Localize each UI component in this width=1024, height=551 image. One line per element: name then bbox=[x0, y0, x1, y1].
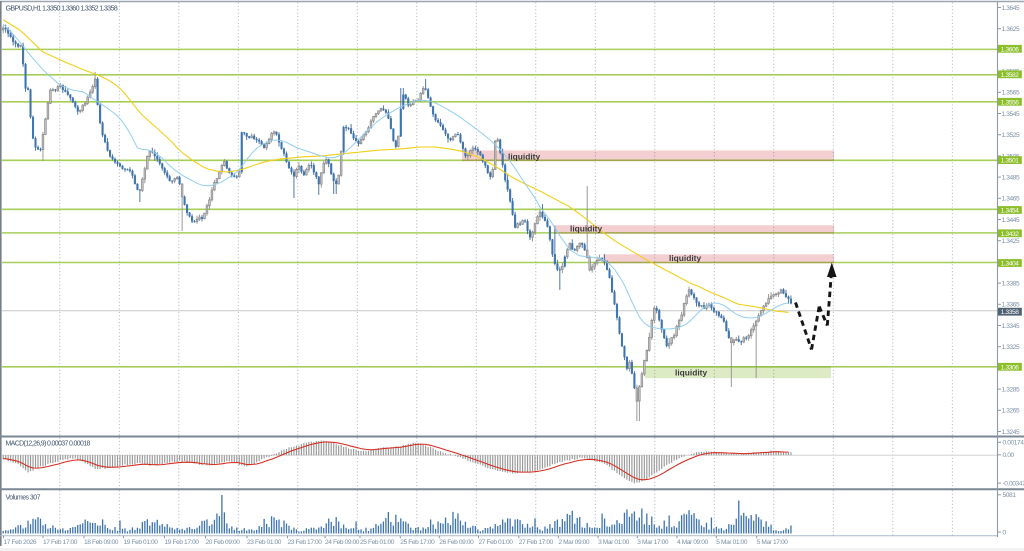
svg-text:19 Feb 01:00: 19 Feb 01:00 bbox=[124, 539, 159, 546]
svg-text:1.3404: 1.3404 bbox=[1001, 261, 1020, 268]
svg-text:1.3501: 1.3501 bbox=[1001, 158, 1020, 165]
svg-text:1.3265: 1.3265 bbox=[1002, 408, 1021, 415]
svg-text:5081: 5081 bbox=[1003, 492, 1017, 499]
svg-text:1.3454: 1.3454 bbox=[1001, 208, 1020, 215]
svg-text:1.3385: 1.3385 bbox=[1002, 281, 1021, 288]
svg-text:GBPUSD,H1 1.3350 1.3360 1.335: GBPUSD,H1 1.3350 1.3360 1.3352 1.3358 bbox=[6, 4, 118, 13]
svg-text:1.3365: 1.3365 bbox=[1002, 302, 1021, 309]
svg-text:1.3565: 1.3565 bbox=[1002, 90, 1021, 97]
svg-text:0.00174: 0.00174 bbox=[1003, 440, 1024, 447]
svg-text:1.3465: 1.3465 bbox=[1002, 196, 1021, 203]
svg-text:1.3445: 1.3445 bbox=[1002, 217, 1021, 224]
svg-text:24 Feb 09:00: 24 Feb 09:00 bbox=[325, 539, 360, 546]
svg-text:-0.00347: -0.00347 bbox=[1003, 481, 1024, 488]
svg-text:1.3556: 1.3556 bbox=[1001, 99, 1020, 106]
svg-text:1.3545: 1.3545 bbox=[1002, 111, 1021, 118]
svg-text:1.3325: 1.3325 bbox=[1002, 344, 1021, 351]
svg-text:3 Mar 17:00: 3 Mar 17:00 bbox=[637, 539, 669, 546]
svg-text:Volumes 307: Volumes 307 bbox=[6, 495, 41, 502]
svg-text:1.3485: 1.3485 bbox=[1002, 175, 1021, 182]
svg-text:17 Feb 2026: 17 Feb 2026 bbox=[4, 539, 37, 546]
svg-text:27 Feb 01:00: 27 Feb 01:00 bbox=[479, 539, 514, 546]
svg-text:19 Feb 17:00: 19 Feb 17:00 bbox=[165, 539, 200, 546]
svg-text:liquidity: liquidity bbox=[508, 152, 540, 162]
svg-text:1.3345: 1.3345 bbox=[1002, 323, 1021, 330]
svg-text:1.3525: 1.3525 bbox=[1002, 132, 1021, 139]
svg-text:1.3245: 1.3245 bbox=[1002, 429, 1021, 436]
svg-text:26 Feb 09:00: 26 Feb 09:00 bbox=[439, 539, 474, 546]
svg-text:1.3606: 1.3606 bbox=[1001, 46, 1020, 53]
svg-text:3 Mar 01:00: 3 Mar 01:00 bbox=[598, 539, 630, 546]
svg-text:1.3432: 1.3432 bbox=[1001, 231, 1020, 238]
svg-text:1.3625: 1.3625 bbox=[1002, 26, 1021, 33]
svg-text:20 Feb 09:00: 20 Feb 09:00 bbox=[206, 539, 241, 546]
svg-text:18 Feb 09:00: 18 Feb 09:00 bbox=[84, 539, 119, 546]
svg-text:1.3645: 1.3645 bbox=[1002, 5, 1021, 12]
svg-text:2 Mar 09:00: 2 Mar 09:00 bbox=[558, 539, 590, 546]
svg-text:25 Feb 17:00: 25 Feb 17:00 bbox=[400, 539, 435, 546]
svg-text:liquidity: liquidity bbox=[570, 224, 602, 234]
svg-text:liquidity: liquidity bbox=[669, 253, 701, 263]
svg-text:23 Feb 17:00: 23 Feb 17:00 bbox=[288, 539, 323, 546]
svg-text:1.3285: 1.3285 bbox=[1002, 387, 1021, 394]
svg-text:5 Mar 17:00: 5 Mar 17:00 bbox=[757, 539, 789, 546]
svg-text:1.3306: 1.3306 bbox=[1001, 364, 1020, 371]
svg-text:1.3582: 1.3582 bbox=[1001, 72, 1020, 79]
svg-text:5 Mar 01:00: 5 Mar 01:00 bbox=[716, 539, 748, 546]
svg-text:0.00: 0.00 bbox=[1003, 452, 1015, 459]
svg-text:liquidity: liquidity bbox=[675, 368, 707, 378]
svg-text:23 Feb 01:00: 23 Feb 01:00 bbox=[247, 539, 282, 546]
svg-text:1.3425: 1.3425 bbox=[1002, 238, 1021, 245]
svg-text:17 Feb 17:00: 17 Feb 17:00 bbox=[43, 539, 78, 546]
svg-text:MACD(12,26,9) 0.00037 0.00018: MACD(12,26,9) 0.00037 0.00018 bbox=[6, 441, 91, 448]
svg-text:1.3358: 1.3358 bbox=[1001, 309, 1020, 316]
svg-text:4 Mar 09:00: 4 Mar 09:00 bbox=[677, 539, 709, 546]
svg-text:0: 0 bbox=[1003, 530, 1007, 537]
svg-text:25 Feb 01:00: 25 Feb 01:00 bbox=[360, 539, 395, 546]
svg-text:27 Feb 17:00: 27 Feb 17:00 bbox=[519, 539, 554, 546]
